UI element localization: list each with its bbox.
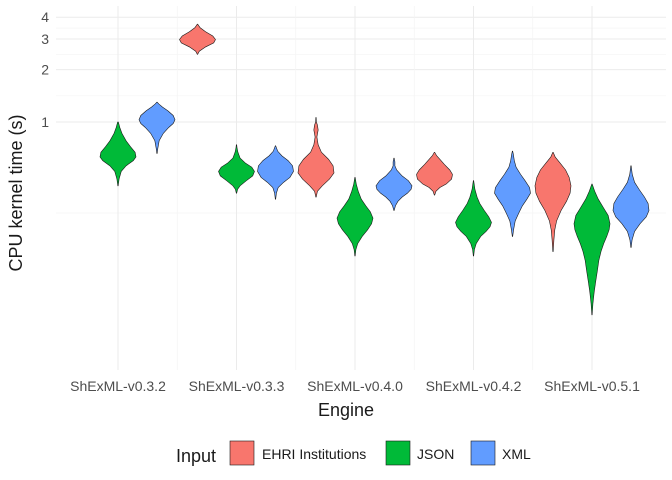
violin-shexml-v0-3-3-xml <box>257 145 294 200</box>
legend-key-ehri-institutions <box>229 440 255 466</box>
violin-shexml-v0-4-0-xml <box>375 157 413 211</box>
y-tick-label: 3 <box>41 31 49 47</box>
y-tick-label: 4 <box>41 9 49 25</box>
legend-label: EHRI Institutions <box>262 446 366 462</box>
legend-label: XML <box>502 446 531 462</box>
violin-shexml-v0-4-2-ehri-institutions <box>416 151 453 196</box>
x-tick-label: ShExML-v0.3.2 <box>70 378 166 394</box>
violin-shexml-v0-3-2-xml <box>138 101 176 154</box>
violin-shexml-v0-4-0-json <box>336 177 374 257</box>
violin-layer <box>99 23 650 316</box>
legend-label: JSON <box>417 446 454 462</box>
violin-shexml-v0-5-1-json <box>573 183 611 316</box>
x-axis-ticks: ShExML-v0.3.2 ShExML-v0.3.3 ShExML-v0.4.0 S… <box>70 378 640 394</box>
violin-shexml-v0-3-3-json <box>218 144 255 194</box>
violin-shexml-v0-3-3-ehri-institutions <box>179 23 216 55</box>
legend-title: Input <box>176 446 216 466</box>
legend-key-json <box>385 440 411 466</box>
violin-shexml-v0-5-1-xml <box>612 165 650 248</box>
legend: Input EHRI Institutions JSON XML <box>176 440 531 466</box>
x-tick-label: ShExML-v0.4.0 <box>307 378 403 394</box>
violin-shexml-v0-5-1-ehri-institutions <box>534 151 572 252</box>
x-tick-label: ShExML-v0.3.3 <box>189 378 285 394</box>
legend-key-xml <box>470 440 496 466</box>
y-axis-title: CPU kernel time (s) <box>6 114 26 271</box>
violin-shexml-v0-3-2-json <box>99 121 137 187</box>
plot-grid <box>56 6 666 370</box>
x-tick-label: ShExML-v0.4.2 <box>426 378 522 394</box>
violin-shexml-v0-4-2-xml <box>494 150 531 237</box>
y-tick-label: 2 <box>41 62 49 78</box>
x-axis-title: Engine <box>318 400 374 420</box>
y-tick-label: 1 <box>41 114 49 130</box>
x-tick-label: ShExML-v0.5.1 <box>544 378 640 394</box>
y-axis-ticks: 1 2 3 4 <box>41 9 49 130</box>
violin-shexml-v0-4-0-ehri-institutions <box>297 117 335 198</box>
violin-shexml-v0-4-2-json <box>455 180 492 257</box>
